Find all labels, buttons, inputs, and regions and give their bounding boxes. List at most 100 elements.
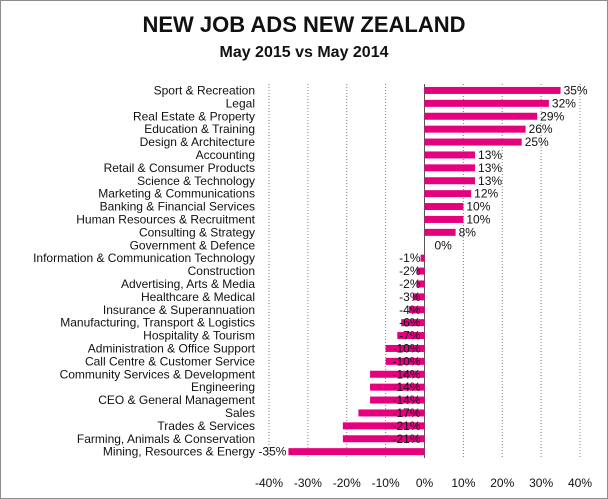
bar [420,254,425,262]
bars [288,86,561,456]
bar [401,319,425,327]
category-label: Engineering [191,380,255,394]
category-label: Information & Communication Technology [33,251,255,265]
bar [385,344,425,352]
x-tick-label: 20% [490,476,514,490]
bar [424,177,476,185]
category-label: Call Centre & Customer Service [85,354,255,368]
category-label: Banking & Financial Services [100,200,255,214]
bar [342,422,425,430]
category-label: Manufacturing, Transport & Logistics [60,316,255,330]
value-label: -7% [399,329,421,343]
value-label: 13% [478,161,502,175]
value-label: -3% [399,290,421,304]
value-label: 26% [529,122,553,136]
value-label: 29% [540,109,564,123]
value-label: 0% [435,238,453,252]
x-tick-label: -10% [372,476,400,490]
category-label: Hospitality & Tourism [143,329,255,343]
bar [424,215,464,223]
category-label: Sales [225,406,255,420]
x-axis-ticks: -40% -30% -20% -10% 0% 10% 20% 30% 40% [255,476,592,490]
value-label: 10% [466,212,490,226]
value-label: -21% [392,432,420,446]
category-label: Community Services & Development [60,367,256,381]
value-label: -10% [392,354,420,368]
x-tick-label: -40% [255,476,283,490]
bar [424,125,526,133]
category-label: CEO & General Management [98,393,255,407]
bar [424,99,549,107]
value-label: -14% [392,380,420,394]
category-label: Marketing & Communications [98,187,255,201]
bar [424,190,472,198]
bar [424,164,476,172]
bar [416,280,425,288]
category-label: Advertising, Arts & Media [121,277,255,291]
value-label: 10% [466,200,490,214]
value-label: -10% [392,341,420,355]
bar [408,306,425,314]
bar [288,448,425,456]
bar [424,112,538,120]
bar [424,203,464,211]
category-label: Retail & Consumer Products [104,161,255,175]
bar [370,383,425,391]
category-label: Education & Training [144,122,255,136]
category-label: Mining, Resources & Energy [103,445,255,459]
value-label: 12% [474,187,498,201]
bar [342,435,425,443]
value-label: -17% [392,406,420,420]
x-tick-label: 10% [451,476,475,490]
value-labels: 35%32%29%26%25%13%13%13%12%10%10%8%0%-1%… [258,83,587,458]
bar [424,228,456,236]
value-label: -14% [392,367,420,381]
value-label: 8% [459,225,477,239]
value-label: -35% [258,445,286,459]
category-label: Government & Defence [130,238,256,252]
value-label: 35% [564,83,588,97]
category-label: Accounting [196,148,255,162]
bar [385,357,425,365]
value-label: -2% [399,264,421,278]
value-label: -2% [399,277,421,291]
x-tick-label: 30% [529,476,553,490]
category-label: Sport & Recreation [154,83,255,97]
x-tick-label: -20% [333,476,361,490]
category-label: Construction [188,264,255,278]
value-label: 13% [478,174,502,188]
category-label: Administration & Office Support [88,341,256,355]
category-label: Human Resources & Recruitment [76,212,255,226]
chart-subtitle: May 2015 vs May 2014 [219,44,389,61]
value-label: 32% [552,96,576,110]
category-label: Insurance & Superannuation [103,303,255,317]
bar [424,138,522,146]
category-label: Trades & Services [157,419,255,433]
bar [416,267,425,275]
category-label: Design & Architecture [140,135,256,149]
bar [412,293,425,301]
category-label: Consulting & Strategy [139,225,255,239]
value-label: -1% [399,251,421,265]
value-label: -14% [392,393,420,407]
category-label: Science & Technology [137,174,255,188]
value-label: -4% [399,303,421,317]
bar [370,396,425,404]
category-label: Legal [226,96,255,110]
category-label: Healthcare & Medical [141,290,255,304]
category-label: Farming, Animals & Conservation [77,432,255,446]
x-tick-label: 40% [568,476,592,490]
value-label: -21% [392,419,420,433]
bar [358,409,425,417]
category-label: Real Estate & Property [133,109,255,123]
bar [424,86,561,94]
bar [397,332,425,340]
bar [424,151,476,159]
value-label: 25% [525,135,549,149]
bar [370,370,425,378]
chart-title: NEW JOB ADS NEW ZEALAND [142,12,466,37]
value-label: -6% [399,316,421,330]
